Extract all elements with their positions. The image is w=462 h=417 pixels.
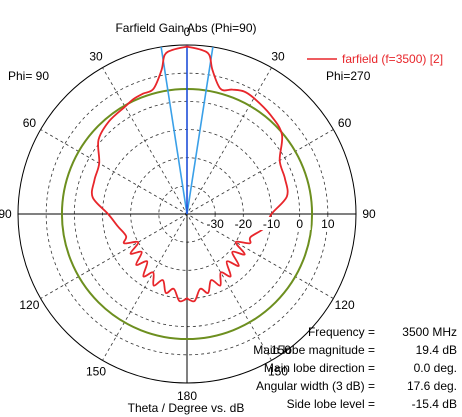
radial-tick: -20 [232, 217, 255, 231]
radial-tick-label: 10 [321, 217, 335, 231]
angle-tick-label: 60 [338, 116, 352, 130]
angle-tick-label: 150 [268, 365, 288, 379]
angle-tick-label: 30 [89, 49, 103, 63]
radial-tick-label: 0 [296, 217, 303, 231]
radial-tick-label: -10 [263, 217, 281, 231]
beamwidth-line [160, 46, 188, 215]
info-label: Side lobe level = [287, 397, 375, 411]
legend: farfield (f=3500) [2] Phi=270 [307, 52, 443, 83]
series-line-farfield [90, 45, 289, 303]
info-panel: 150 Frequency = 3500 MHz Main lobe magnitu… [253, 325, 457, 411]
angle-tick-label: 60 [23, 116, 37, 130]
info-label: Frequency = [308, 325, 375, 339]
radial-tick: 0 [288, 217, 311, 231]
info-value: 19.4 dB [416, 343, 457, 357]
radial-tick-bg [232, 217, 255, 230]
beamwidth-line [186, 46, 214, 215]
tick-labels: 0 30 60 90 120 150 180 150 120 90 60 30 -30 -20 -10 0 10 [0, 25, 376, 403]
radial-tick-label: -30 [206, 217, 224, 231]
phi-right-label: Phi=270 [326, 69, 371, 83]
angle-tick-label: 180 [177, 389, 197, 403]
angle-tick-label: 90 [362, 207, 376, 221]
angle-tick-label: 0 [184, 25, 191, 39]
radial-tick-bg [288, 217, 311, 230]
angle-tick-label: 120 [19, 298, 39, 312]
gain-pattern [90, 45, 289, 303]
info-label: Angular width (3 dB) = [256, 379, 375, 393]
beam-lines [160, 45, 214, 215]
angle-tick-label: 150 [86, 365, 106, 379]
radial-tick-bg [204, 217, 227, 230]
angle-tick-label: 90 [0, 207, 12, 221]
radial-tick-bg [260, 217, 283, 230]
info-value: 3500 MHz [402, 325, 457, 339]
radial-tick-label: -20 [235, 217, 253, 231]
radial-tick: -10 [260, 217, 283, 231]
x-axis-label: Theta / Degree vs. dB [128, 401, 245, 415]
info-label: Main lobe magnitude = [253, 343, 375, 357]
radial-tick-bg [316, 217, 339, 230]
info-value: 0.0 deg. [414, 361, 457, 375]
angle-tick-label: 30 [271, 49, 285, 63]
info-value: -15.4 dB [412, 397, 457, 411]
radial-tick: 10 [316, 217, 339, 231]
chart-title: Farfield Gain Abs (Phi=90) [115, 21, 256, 35]
info-value: 17.6 deg. [407, 379, 457, 393]
info-angle-label: 150 [271, 343, 291, 357]
angle-tick-label: 120 [335, 298, 355, 312]
phi-left-label: Phi= 90 [8, 69, 49, 83]
legend-series-name: farfield (f=3500) [2] [342, 52, 443, 66]
info-label: Main lobe direction = [264, 361, 375, 375]
radial-tick: -30 [204, 217, 227, 231]
